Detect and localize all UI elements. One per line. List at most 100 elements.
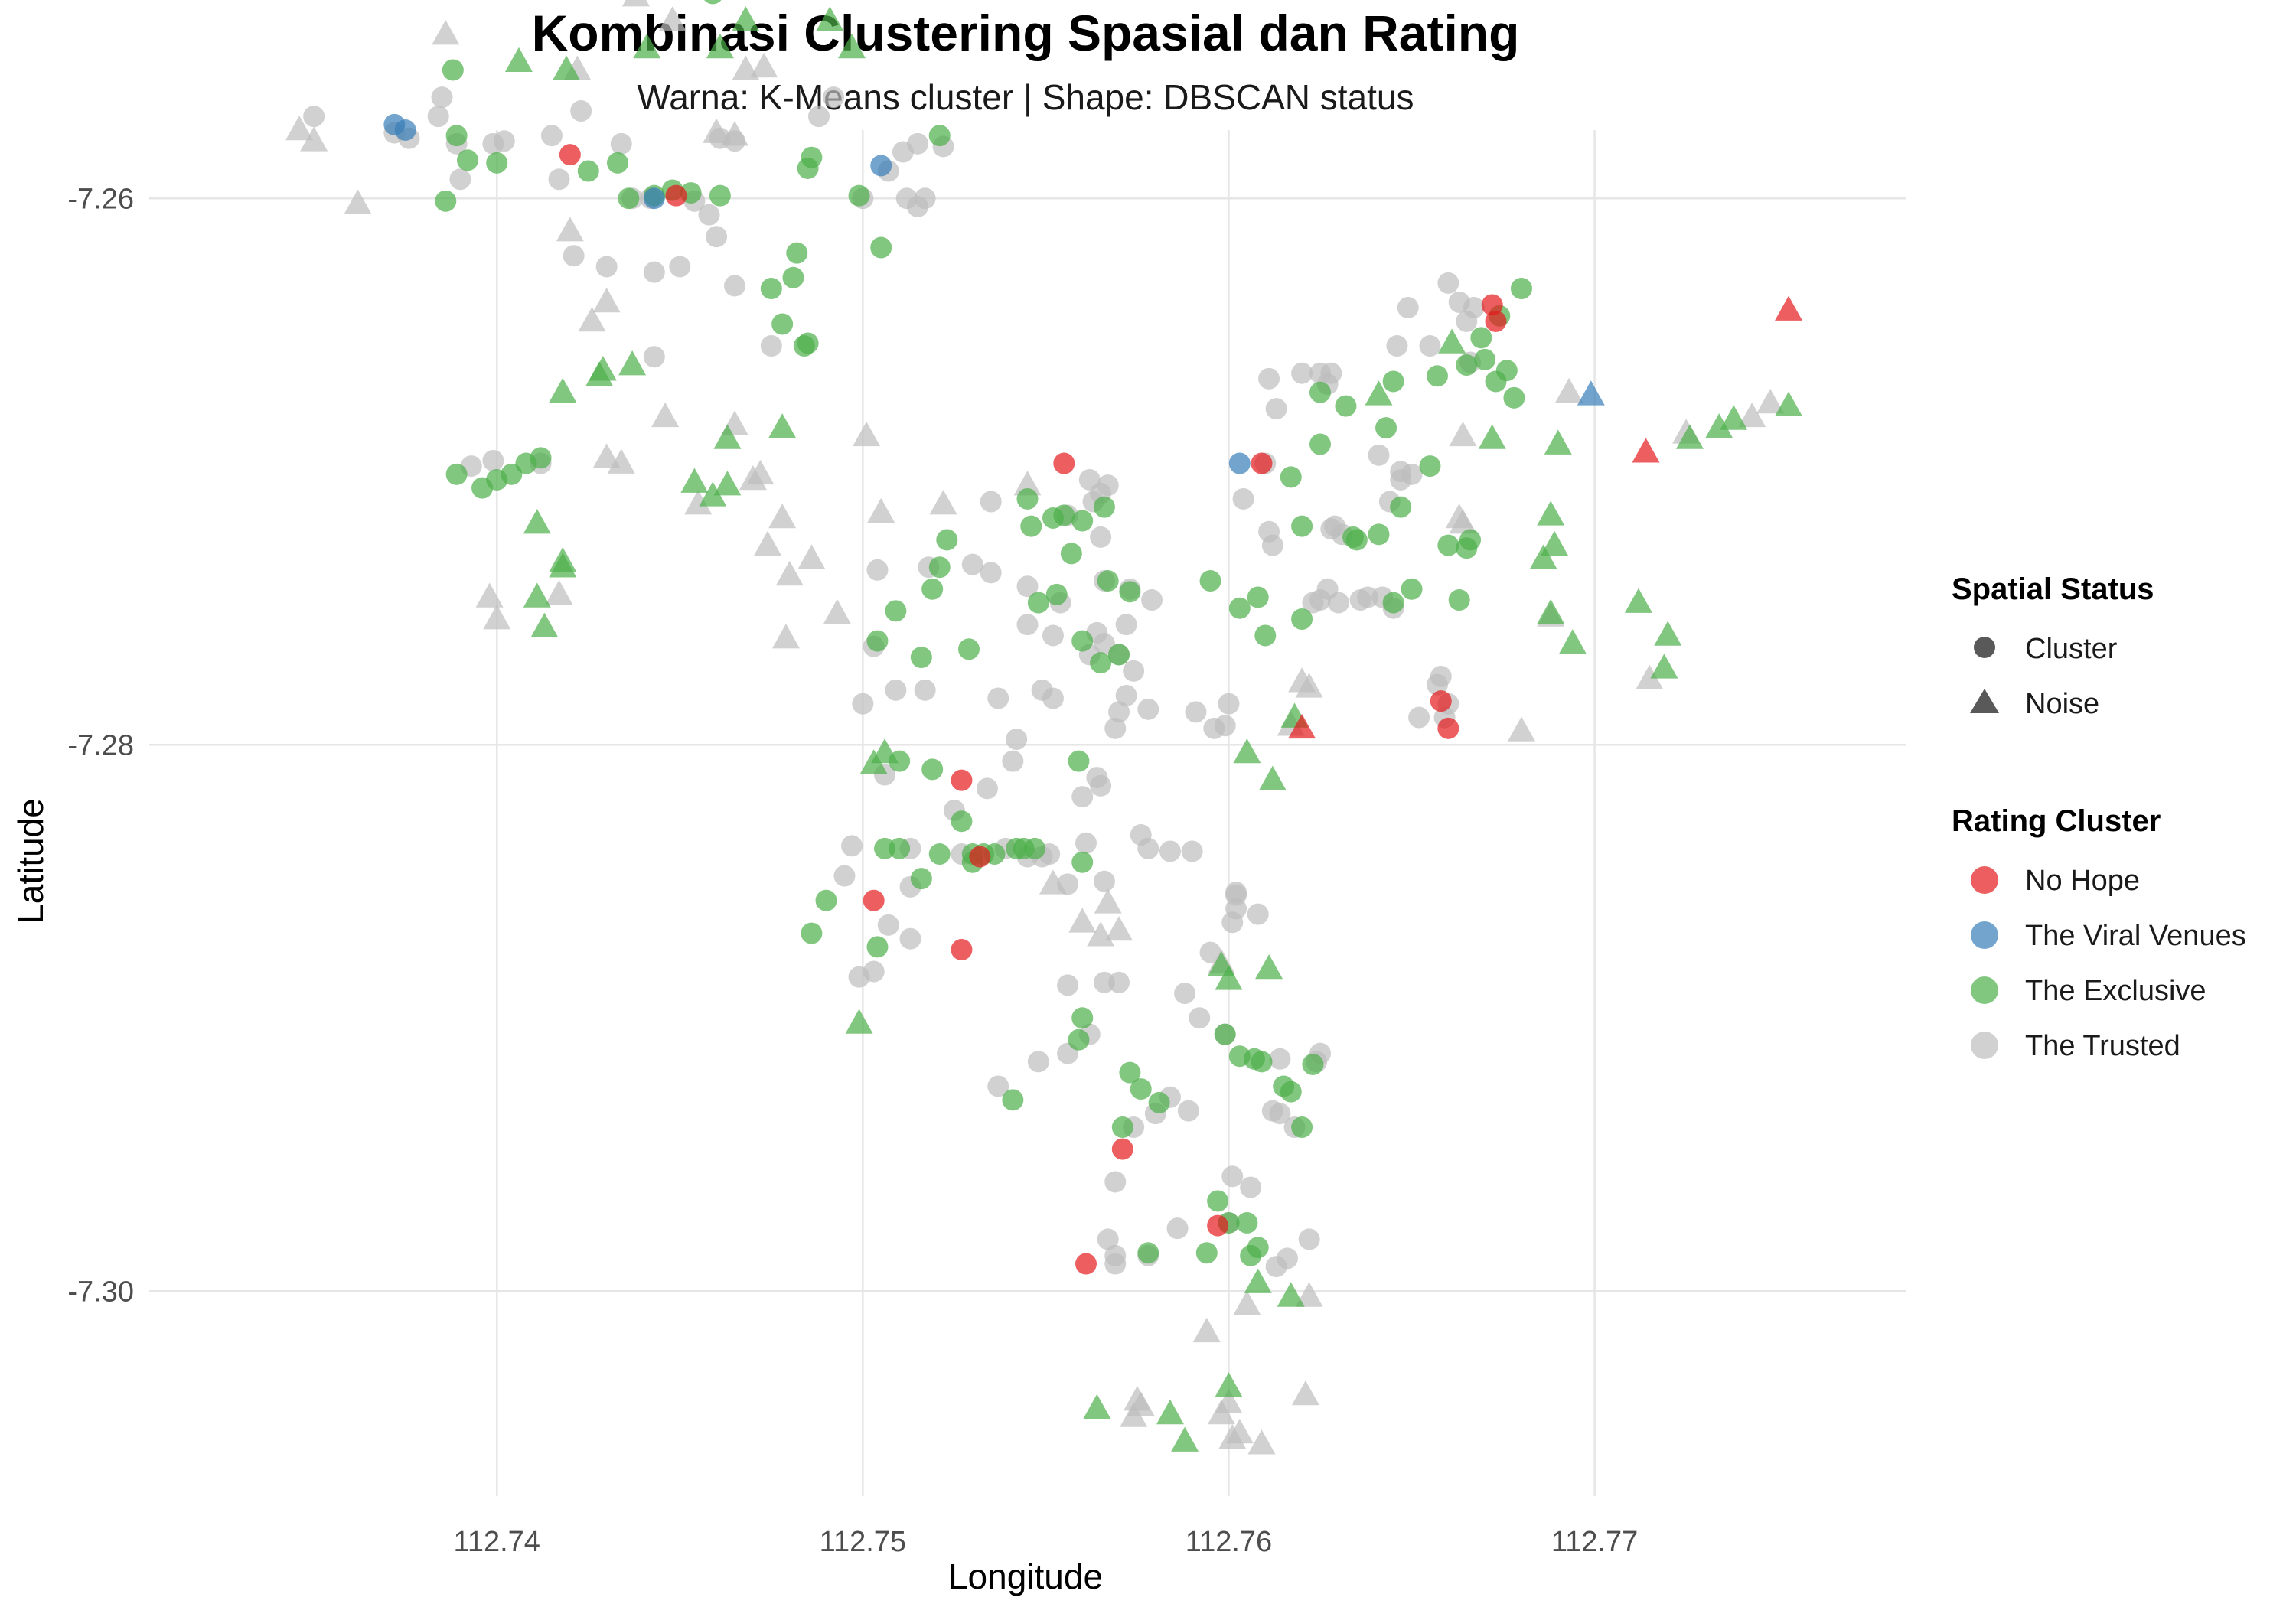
data-point (1255, 953, 1283, 980)
data-point (1115, 684, 1137, 706)
data-point (1232, 487, 1254, 510)
data-point (914, 679, 936, 701)
data-point (1368, 523, 1390, 546)
data-point (530, 612, 559, 638)
data-point (344, 189, 372, 214)
data-point (1013, 471, 1042, 496)
data-point (1438, 328, 1466, 354)
data-point (1485, 310, 1507, 332)
data-point (1111, 1138, 1133, 1160)
data-point (1071, 1007, 1094, 1029)
data-point (1137, 1242, 1159, 1264)
data-point (530, 447, 552, 469)
data-point (958, 638, 980, 660)
data-point (1261, 534, 1283, 556)
data-point (1537, 500, 1565, 526)
data-point (823, 598, 851, 624)
data-point (1233, 738, 1261, 764)
data-point (1247, 1237, 1269, 1259)
data-point (801, 146, 823, 168)
data-point (1075, 1253, 1097, 1275)
data-point (435, 190, 457, 212)
data-point (899, 927, 921, 950)
data-point (618, 187, 640, 210)
data-point (1123, 660, 1145, 682)
data-point (768, 503, 797, 529)
data-point (592, 287, 621, 313)
data-point (449, 168, 471, 191)
data-point (486, 152, 508, 174)
data-point (1291, 515, 1313, 537)
data-point (1632, 438, 1660, 463)
data-point (643, 261, 665, 283)
data-point (1288, 713, 1316, 739)
data-point (866, 936, 889, 958)
data-point (1104, 717, 1127, 739)
data-point (1577, 380, 1605, 406)
data-point (442, 59, 464, 81)
data-point (877, 914, 899, 936)
data-point (866, 630, 889, 652)
data-point (1280, 1081, 1302, 1103)
data-point (618, 350, 647, 376)
data-point (482, 449, 504, 471)
legend-color: Rating Cluster No Hope The Viral Venues … (1952, 804, 2246, 1062)
data-point (1215, 1372, 1243, 1397)
data-point (556, 217, 584, 242)
data-point (431, 86, 453, 109)
data-point (750, 52, 778, 78)
legend-exclusive-swatch (1971, 976, 1998, 1004)
data-point (1537, 598, 1565, 624)
data-point (1225, 882, 1247, 904)
data-point (1529, 544, 1557, 569)
data-point (848, 184, 870, 207)
data-point (914, 187, 936, 210)
data-point (578, 306, 606, 332)
data-point (394, 119, 416, 141)
data-point (1474, 348, 1496, 370)
data-point (867, 497, 895, 523)
data-point (768, 413, 797, 438)
data-point (545, 579, 573, 605)
data-point (706, 226, 728, 248)
data-point (775, 560, 804, 586)
data-point (1555, 377, 1583, 403)
data-point (771, 313, 794, 335)
data-point (852, 693, 874, 715)
data-point (1156, 1399, 1184, 1425)
data-point (1225, 1418, 1254, 1444)
legend-cluster-label: Cluster (2025, 633, 2118, 665)
data-point (1141, 589, 1163, 611)
data-point (870, 236, 892, 259)
data-point (1045, 583, 1068, 605)
data-point (1382, 592, 1404, 614)
data-point (1401, 463, 1423, 485)
data-point (951, 810, 973, 833)
data-point (1291, 608, 1313, 631)
data-point (665, 184, 687, 207)
data-point (1449, 421, 1477, 447)
data-point (1503, 386, 1525, 409)
data-point (1382, 370, 1404, 393)
data-point (1470, 327, 1492, 349)
data-point (1390, 496, 1412, 518)
data-point (1408, 706, 1430, 729)
data-point (1291, 1116, 1313, 1139)
x-tick-label: 112.74 (454, 1526, 540, 1558)
data-point (713, 424, 742, 449)
data-point (1094, 888, 1122, 914)
data-point (1291, 1380, 1319, 1406)
data-point (1171, 1426, 1199, 1452)
data-point (1397, 297, 1419, 319)
data-point (570, 100, 592, 122)
data-point (1108, 644, 1130, 666)
data-point (540, 125, 563, 147)
data-point (456, 149, 478, 171)
x-tick-label: 112.76 (1186, 1526, 1272, 1558)
data-point (523, 582, 551, 608)
data-point (1120, 1402, 1148, 1427)
legend-shape: Spatial Status Cluster Noise (1952, 572, 2154, 720)
data-point (1401, 578, 1423, 600)
data-point (866, 559, 889, 581)
data-point (859, 749, 888, 774)
